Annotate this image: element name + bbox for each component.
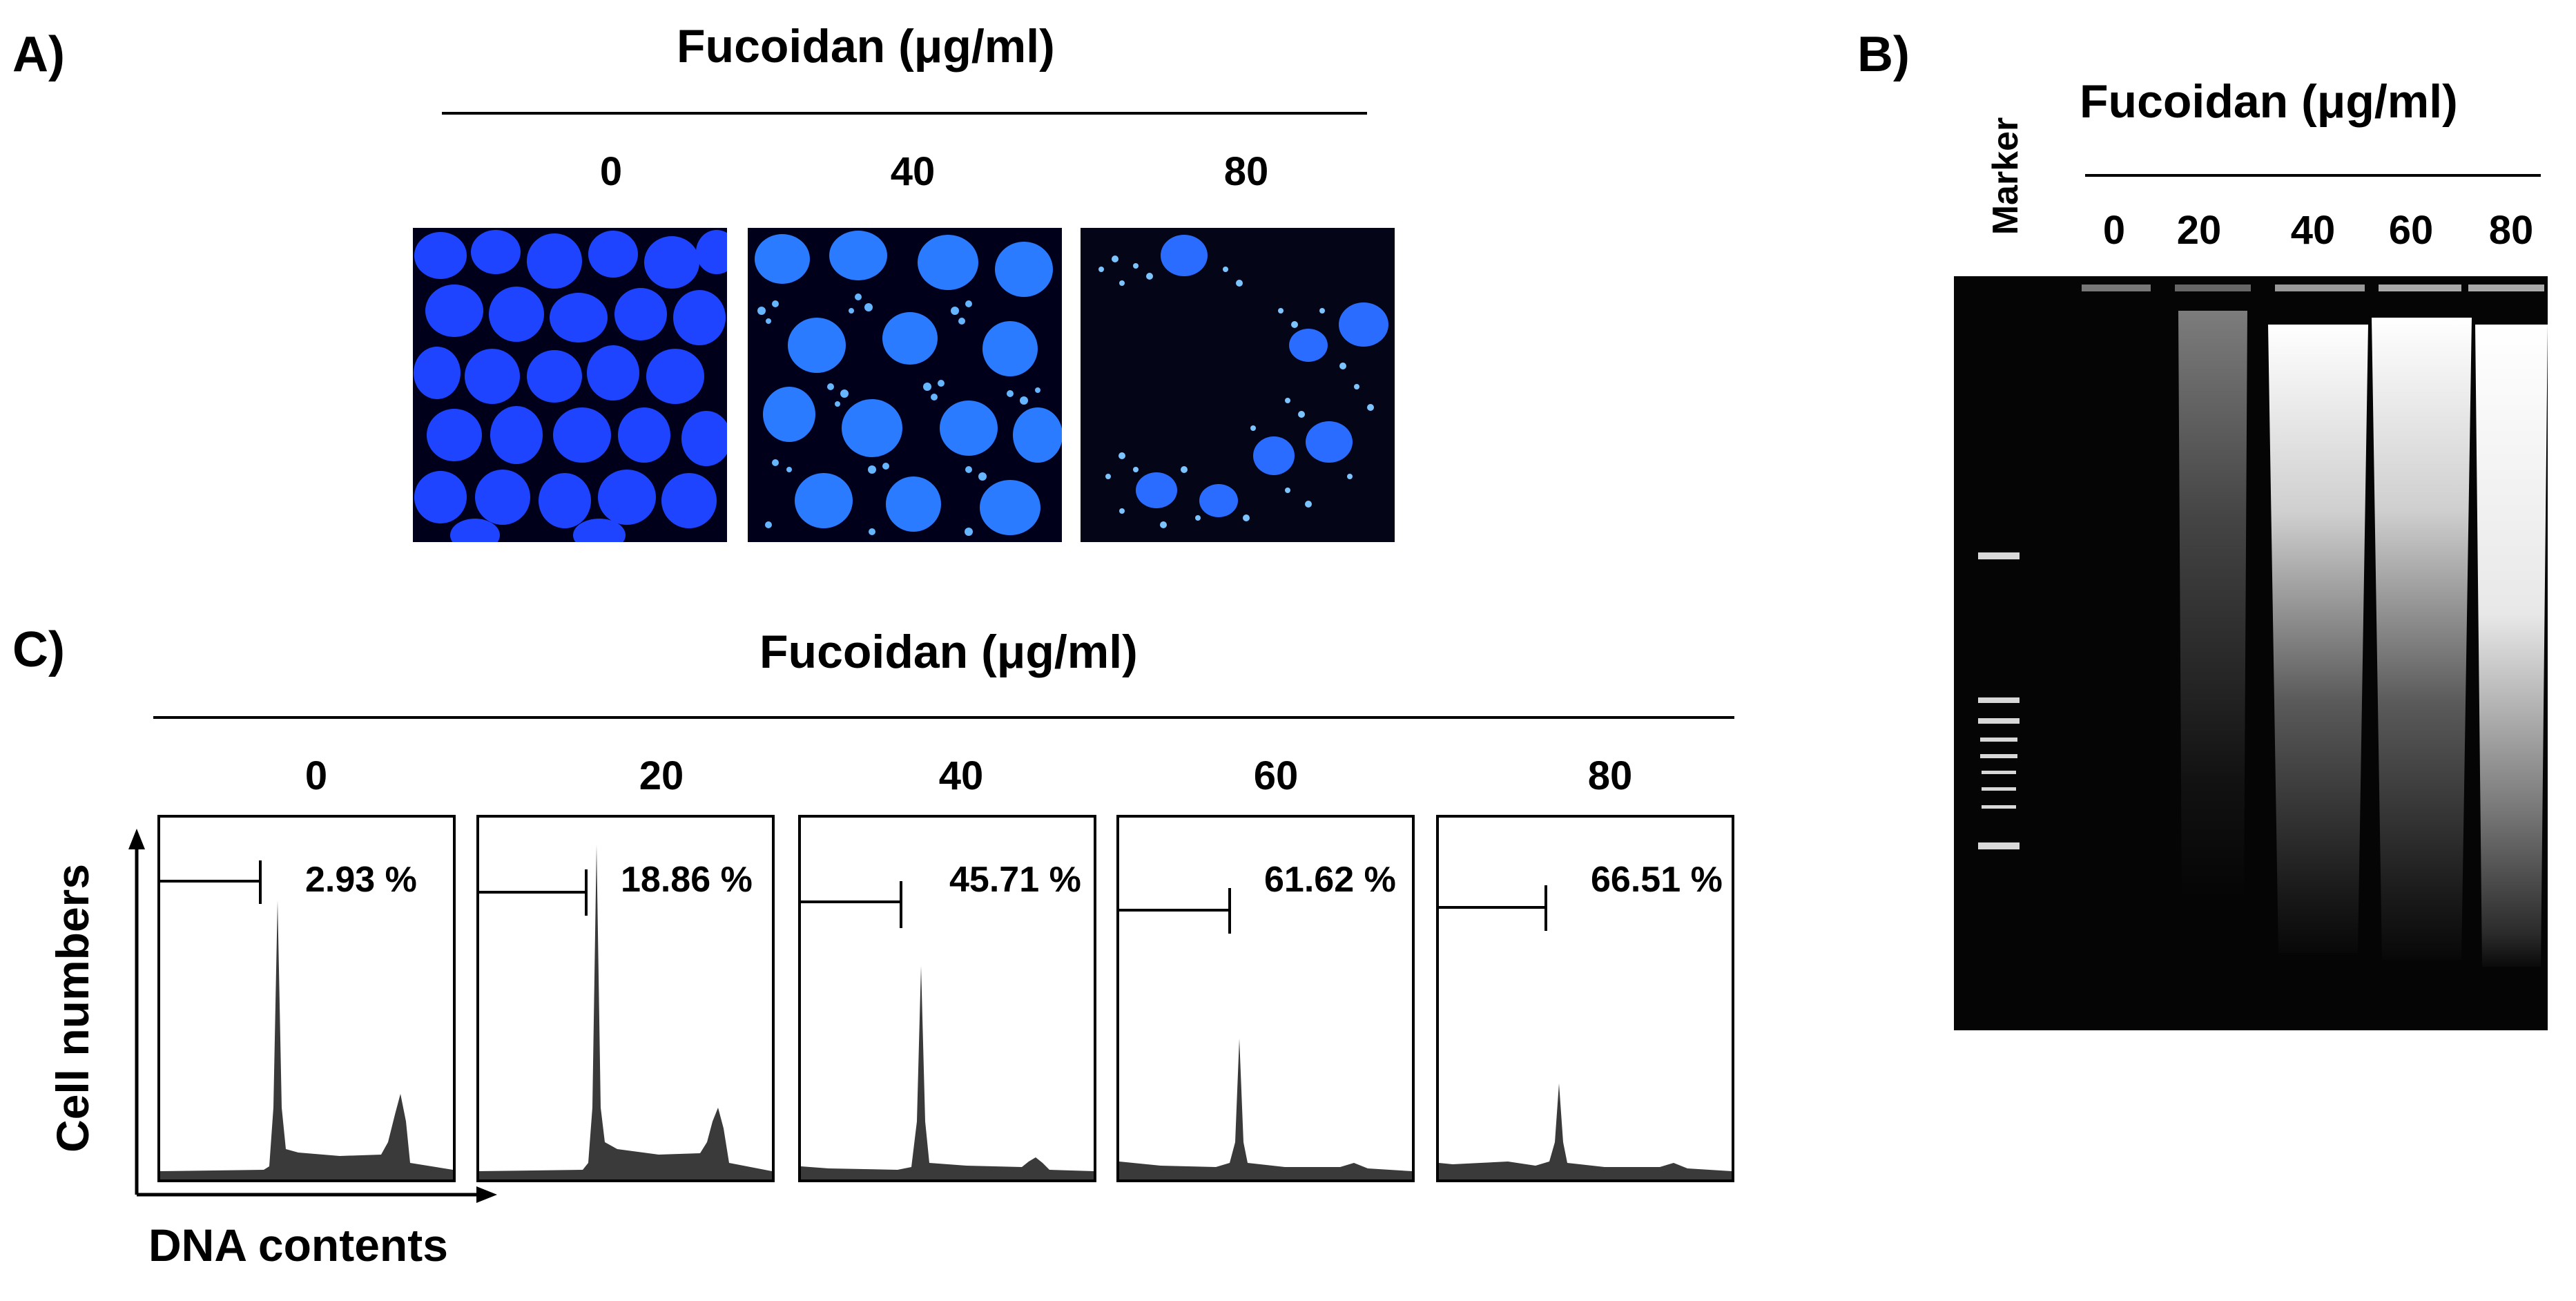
y-axis-label: Cell numbers xyxy=(47,863,98,1153)
panel-a-label: A) xyxy=(12,27,65,82)
axis-arrows xyxy=(128,829,497,1203)
gel-conc-80: 80 xyxy=(2488,208,2534,253)
panel-a-conc-80: 80 xyxy=(1223,149,1269,194)
panel-b-label: B) xyxy=(1857,27,1910,82)
gel-conc-60: 60 xyxy=(2388,208,2434,253)
micrograph-40 xyxy=(748,228,1062,542)
x-axis-label: DNA contents xyxy=(148,1220,448,1271)
micrograph-80 xyxy=(1081,228,1395,542)
panel-a-rule xyxy=(442,112,1367,115)
gel-conc-40: 40 xyxy=(2290,208,2336,253)
histogram-trace xyxy=(1119,1039,1412,1179)
histogram-trace xyxy=(801,966,1094,1179)
marker-lane-label: Marker xyxy=(1986,117,2026,235)
apoptosis-percent: 45.71 % xyxy=(949,860,1081,900)
hist-conc-20: 20 xyxy=(639,753,684,798)
panel-c-label: C) xyxy=(12,622,65,677)
gel-conc-0: 0 xyxy=(2102,208,2126,253)
apoptosis-percent: 2.93 % xyxy=(305,860,417,900)
apoptosis-percent: 61.62 % xyxy=(1264,860,1396,900)
hist-conc-80: 80 xyxy=(1587,753,1633,798)
micrograph-0 xyxy=(413,228,727,542)
panel-a-conc-40: 40 xyxy=(890,149,936,194)
histogram-20: 18.86 % xyxy=(476,815,775,1182)
gel-conc-20: 20 xyxy=(2176,208,2222,253)
panel-a-title: Fucoidan (μg/ml) xyxy=(677,20,1055,73)
histogram-40: 45.71 % xyxy=(798,815,1096,1182)
dna-fragmentation-gel xyxy=(1954,276,2548,1030)
panel-b-title: Fucoidan (μg/ml) xyxy=(2080,75,2458,128)
panel-c-title: Fucoidan (μg/ml) xyxy=(759,626,1138,678)
apoptosis-percent: 18.86 % xyxy=(621,860,753,900)
hist-conc-0: 0 xyxy=(304,753,328,798)
apoptosis-percent: 66.51 % xyxy=(1591,860,1723,900)
panel-a-conc-0: 0 xyxy=(599,149,623,194)
histogram-80: 66.51 % xyxy=(1436,815,1734,1182)
histogram-0: 2.93 % xyxy=(157,815,456,1182)
panel-b-rule xyxy=(2085,174,2541,177)
histogram-60: 61.62 % xyxy=(1116,815,1415,1182)
panel-c-rule xyxy=(153,716,1734,719)
hist-conc-40: 40 xyxy=(938,753,984,798)
histogram-trace xyxy=(1439,1083,1732,1179)
hist-conc-60: 60 xyxy=(1253,753,1299,798)
y-axis-label-wrap: Cell numbers xyxy=(41,815,104,1202)
